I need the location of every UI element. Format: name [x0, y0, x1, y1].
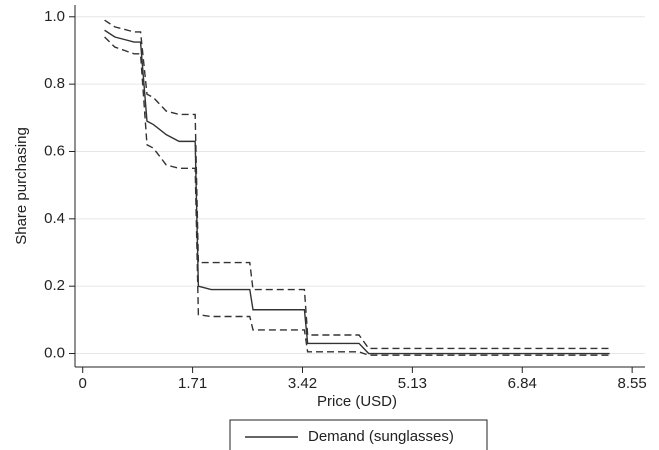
x-tick-label: 8.55 — [618, 375, 647, 392]
series-line — [104, 29, 610, 355]
y-axis-title: Share purchasing — [13, 127, 30, 245]
y-tick-label: 0.8 — [44, 75, 65, 92]
y-tick-label: 0.0 — [44, 344, 65, 361]
legend-box — [229, 419, 488, 450]
x-tick-label: 1.71 — [178, 375, 207, 392]
x-tick-label: 5.13 — [398, 375, 427, 392]
x-tick-label: 3.42 — [288, 375, 317, 392]
x-axis-title: Price (USD) — [317, 393, 397, 410]
y-tick-label: 0.6 — [44, 142, 65, 159]
x-tick-label: 6.84 — [508, 375, 537, 392]
y-tick-label: 1.0 — [44, 8, 65, 25]
legend-label: Demand (sunglasses) — [308, 428, 454, 445]
y-tick-label: 0.2 — [44, 277, 65, 294]
y-tick-label: 0.4 — [44, 210, 65, 227]
confidence-line — [104, 19, 610, 350]
x-tick-label: 0 — [79, 375, 87, 392]
confidence-line — [104, 36, 610, 356]
